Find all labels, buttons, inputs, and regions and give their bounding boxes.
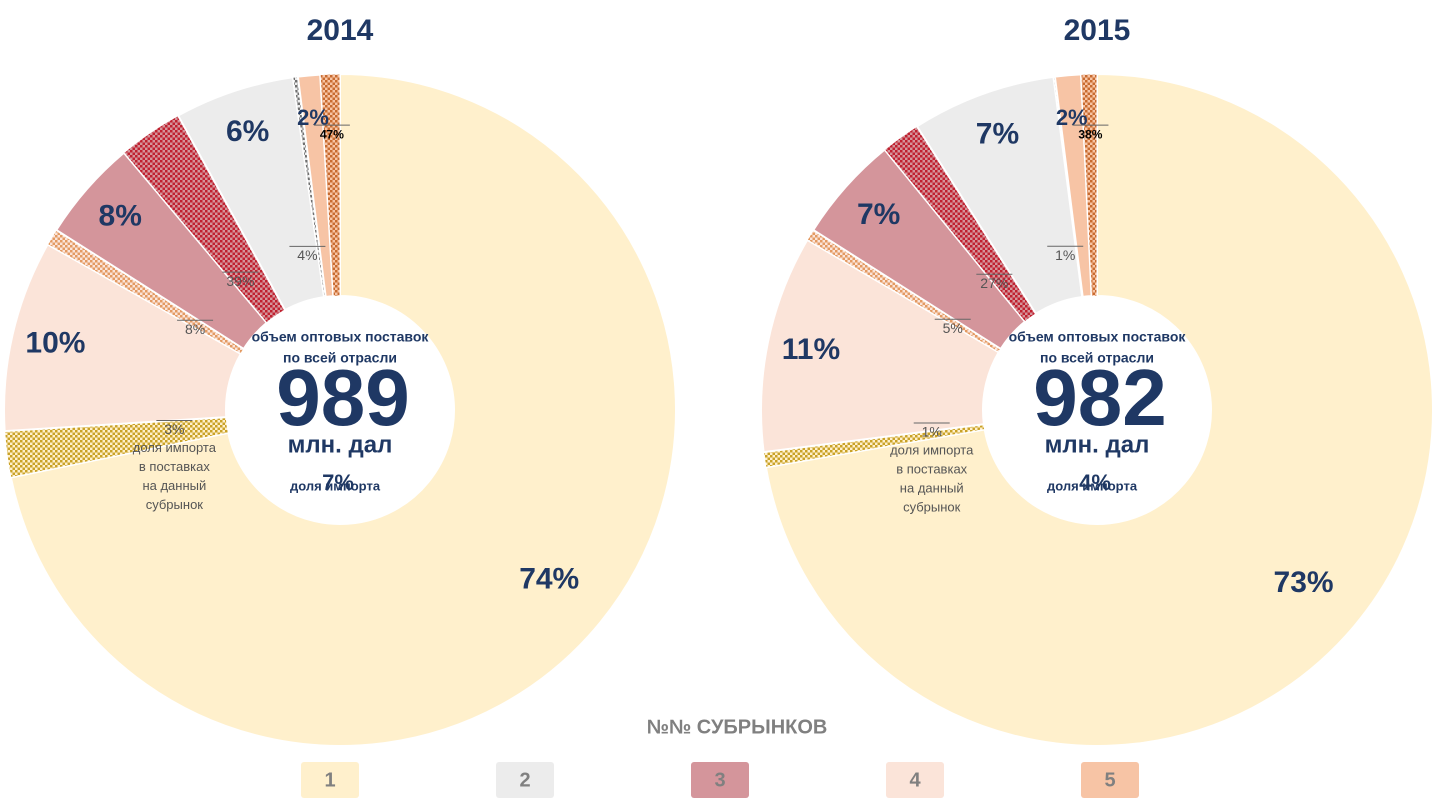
import-caption: доля импорта — [1047, 478, 1138, 493]
value-label: 11% — [782, 333, 840, 366]
value-label: 8% — [99, 200, 142, 233]
total: 989 — [276, 353, 409, 442]
import-caption: доля импорта — [290, 478, 381, 493]
annotation: в поставках — [139, 459, 210, 474]
annotation: доля импорта — [890, 442, 974, 457]
legend-title: №№ СУБРЫНКОВ — [647, 716, 828, 738]
legend-swatch — [886, 762, 944, 798]
legend-label: 5 — [1104, 769, 1115, 791]
center-caption: по всей отрасли — [1040, 350, 1154, 366]
annotation: в поставках — [896, 461, 967, 476]
legend-swatch — [496, 762, 554, 798]
segment — [764, 72, 1434, 747]
value-label: 6% — [226, 115, 269, 148]
annotation: субрынок — [146, 497, 204, 512]
annotation: на данный — [900, 480, 964, 495]
chart-title: 2015 — [1064, 14, 1131, 47]
value-label: 2% — [1056, 105, 1088, 130]
import-label: 4% — [297, 247, 317, 263]
segment — [760, 238, 1001, 454]
center-caption: объем оптовых поставок — [1009, 329, 1187, 345]
legend-label: 3 — [714, 769, 725, 791]
center-caption: по всей отрасли — [283, 350, 397, 366]
import-label: 5% — [943, 320, 963, 336]
import-label: 27% — [980, 275, 1008, 291]
annotation: на данный — [142, 478, 206, 493]
value-label: 73% — [1274, 566, 1334, 599]
import-label: 3% — [164, 421, 184, 437]
value-label: 10% — [25, 326, 85, 359]
total: 982 — [1033, 353, 1166, 442]
import-label: 39% — [226, 273, 254, 289]
value-label: 74% — [519, 563, 579, 596]
import-total: 7% — [322, 470, 354, 495]
legend-label: 4 — [909, 769, 921, 791]
center-caption: объем оптовых поставок — [252, 329, 430, 345]
import-segment — [1080, 73, 1098, 297]
annotation: доля импорта — [133, 440, 217, 455]
import-label: 38% — [1078, 127, 1102, 141]
annotation: субрынок — [903, 499, 961, 514]
unit: млн. дал — [288, 431, 393, 458]
segment — [9, 72, 677, 747]
legend-label: 1 — [324, 769, 335, 791]
segment — [3, 243, 243, 433]
import-total: 4% — [1079, 470, 1111, 495]
value-label: 7% — [976, 117, 1019, 150]
legend-swatch — [301, 762, 359, 798]
legend-swatch — [691, 762, 749, 798]
legend-swatch — [1081, 762, 1139, 798]
import-label: 8% — [185, 321, 205, 337]
import-label: 1% — [922, 424, 942, 440]
center-disc — [227, 297, 453, 523]
import-label: 47% — [320, 127, 344, 141]
value-label: 7% — [857, 198, 900, 231]
chart-title: 2014 — [307, 14, 374, 47]
import-segment — [319, 73, 341, 297]
center-disc — [984, 297, 1210, 523]
value-label: 2% — [297, 105, 329, 130]
unit: млн. дал — [1045, 431, 1150, 458]
import-label: 1% — [1055, 247, 1075, 263]
legend-label: 2 — [519, 769, 530, 791]
